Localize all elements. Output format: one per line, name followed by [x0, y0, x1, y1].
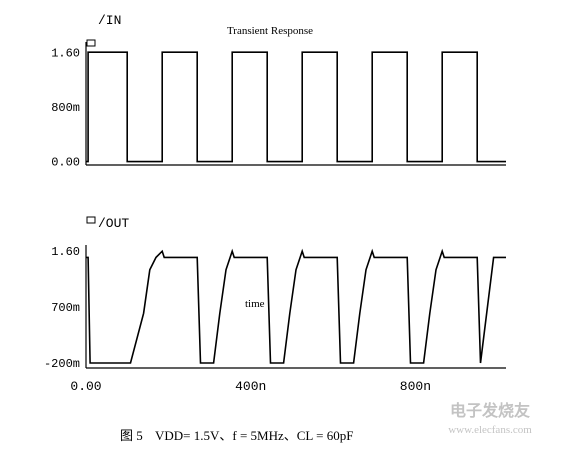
x-tick-label: 0.00	[70, 379, 101, 394]
chart-title: Transient Response	[227, 25, 313, 37]
in-series-line	[86, 51, 506, 163]
x-tick-label: 400n	[235, 379, 266, 394]
top-panel: /IN Transient Response 1.60 800m 0.00	[51, 13, 506, 170]
figure-caption-formula: VDD= 1.5V、f = 5MHz、CL = 60pF	[155, 428, 353, 443]
bottom-y-tick-labels: 1.60 700m -200m	[44, 245, 80, 371]
x-tick-label: 800n	[400, 379, 431, 394]
top-y-tick-label: 1.60	[51, 46, 80, 60]
top-y-tick-labels: 1.60 800m 0.00	[51, 46, 80, 169]
bottom-y-tick-label: 700m	[51, 301, 80, 315]
out-series-line	[86, 248, 506, 364]
figure-caption-prefix: 图 5	[120, 428, 143, 443]
top-y-tick-label: 800m	[51, 101, 80, 115]
top-y-tick-label: 0.00	[51, 156, 80, 170]
bottom-x-tick-labels: 0.00 400n 800n	[70, 379, 431, 394]
out-series-label: /OUT	[98, 216, 129, 231]
in-series-label: /IN	[98, 13, 121, 28]
watermark-url: www.elecfans.com	[448, 424, 532, 436]
in-legend-marker	[86, 39, 96, 47]
x-axis-label: time	[245, 298, 265, 310]
watermark: 电子发烧友 www.elecfans.com	[448, 401, 532, 436]
watermark-brand: 电子发烧友	[450, 401, 531, 420]
bottom-panel: /OUT 1.60 700m -200m 0.00 400n 800n time	[44, 216, 506, 394]
out-legend-marker	[86, 216, 96, 224]
bottom-y-tick-label: 1.60	[51, 245, 80, 259]
bottom-y-tick-label: -200m	[44, 357, 80, 371]
